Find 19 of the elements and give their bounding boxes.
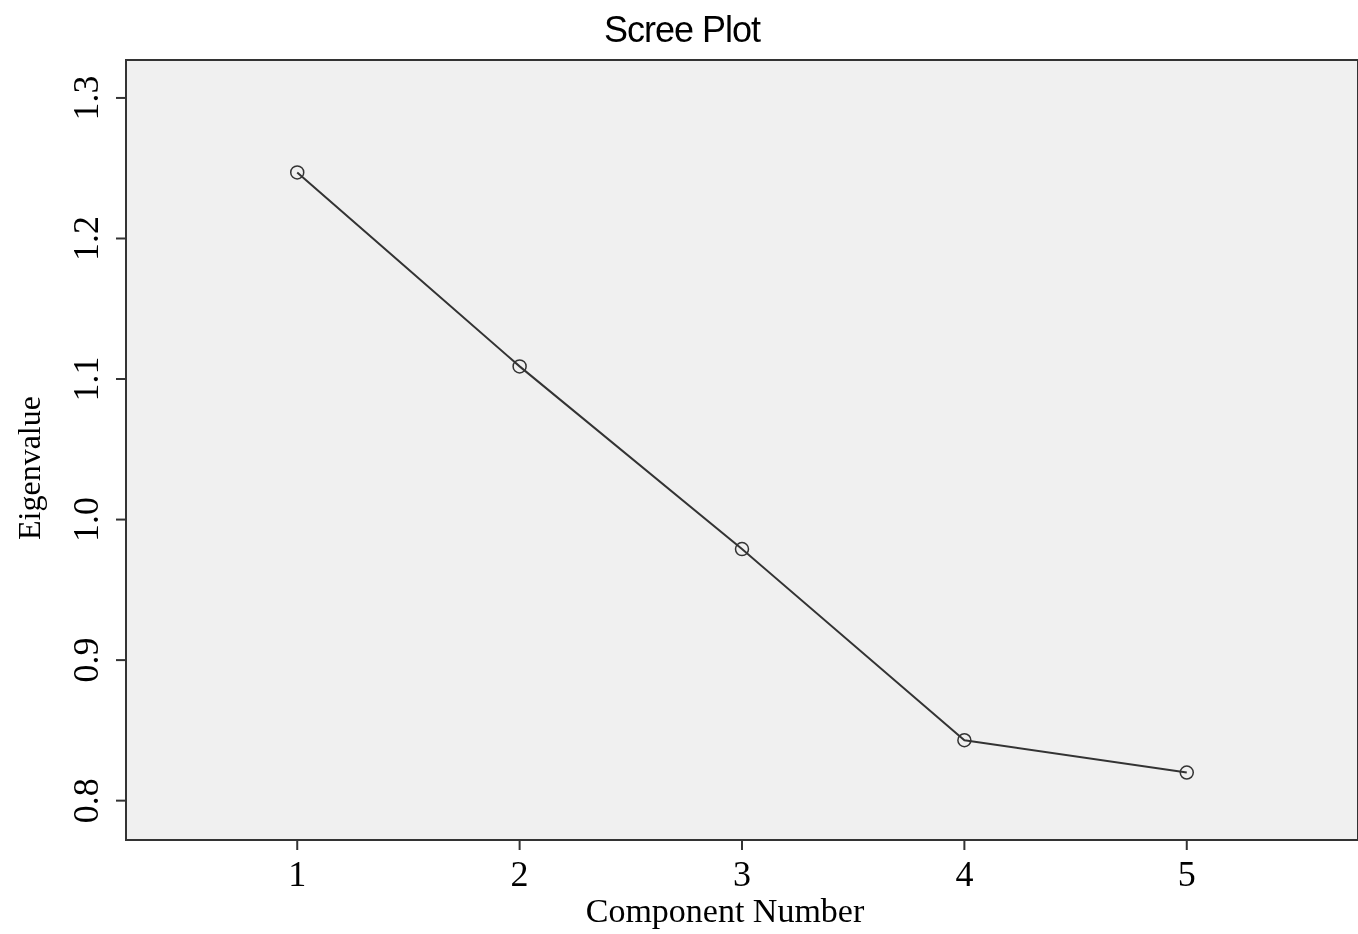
point bbox=[1179, 765, 1195, 780]
x-tick-label: 5 bbox=[1177, 854, 1196, 894]
x-tick-label: 3 bbox=[733, 854, 751, 894]
point bbox=[734, 541, 750, 557]
x-tick-label: 4 bbox=[955, 854, 974, 894]
x-tick-label: 1 bbox=[288, 854, 307, 894]
y-tick-label: 1.1 bbox=[66, 356, 106, 402]
point bbox=[289, 165, 305, 180]
y-axis-title: Eigenvalue bbox=[11, 396, 47, 540]
x-axis-title: Component Number bbox=[585, 892, 865, 929]
point bbox=[512, 359, 527, 374]
y-tick-label: 1.2 bbox=[66, 215, 106, 261]
chart-title: Scree Plot bbox=[603, 9, 762, 50]
y-tick-label: 0.8 bbox=[66, 778, 106, 824]
point bbox=[957, 732, 972, 748]
y-tick-label: 0.9 bbox=[66, 637, 106, 683]
y-tick-label: 1.0 bbox=[66, 497, 106, 543]
x-tick-label: 2 bbox=[510, 854, 529, 894]
y-tick-label: 1.3 bbox=[66, 75, 106, 121]
